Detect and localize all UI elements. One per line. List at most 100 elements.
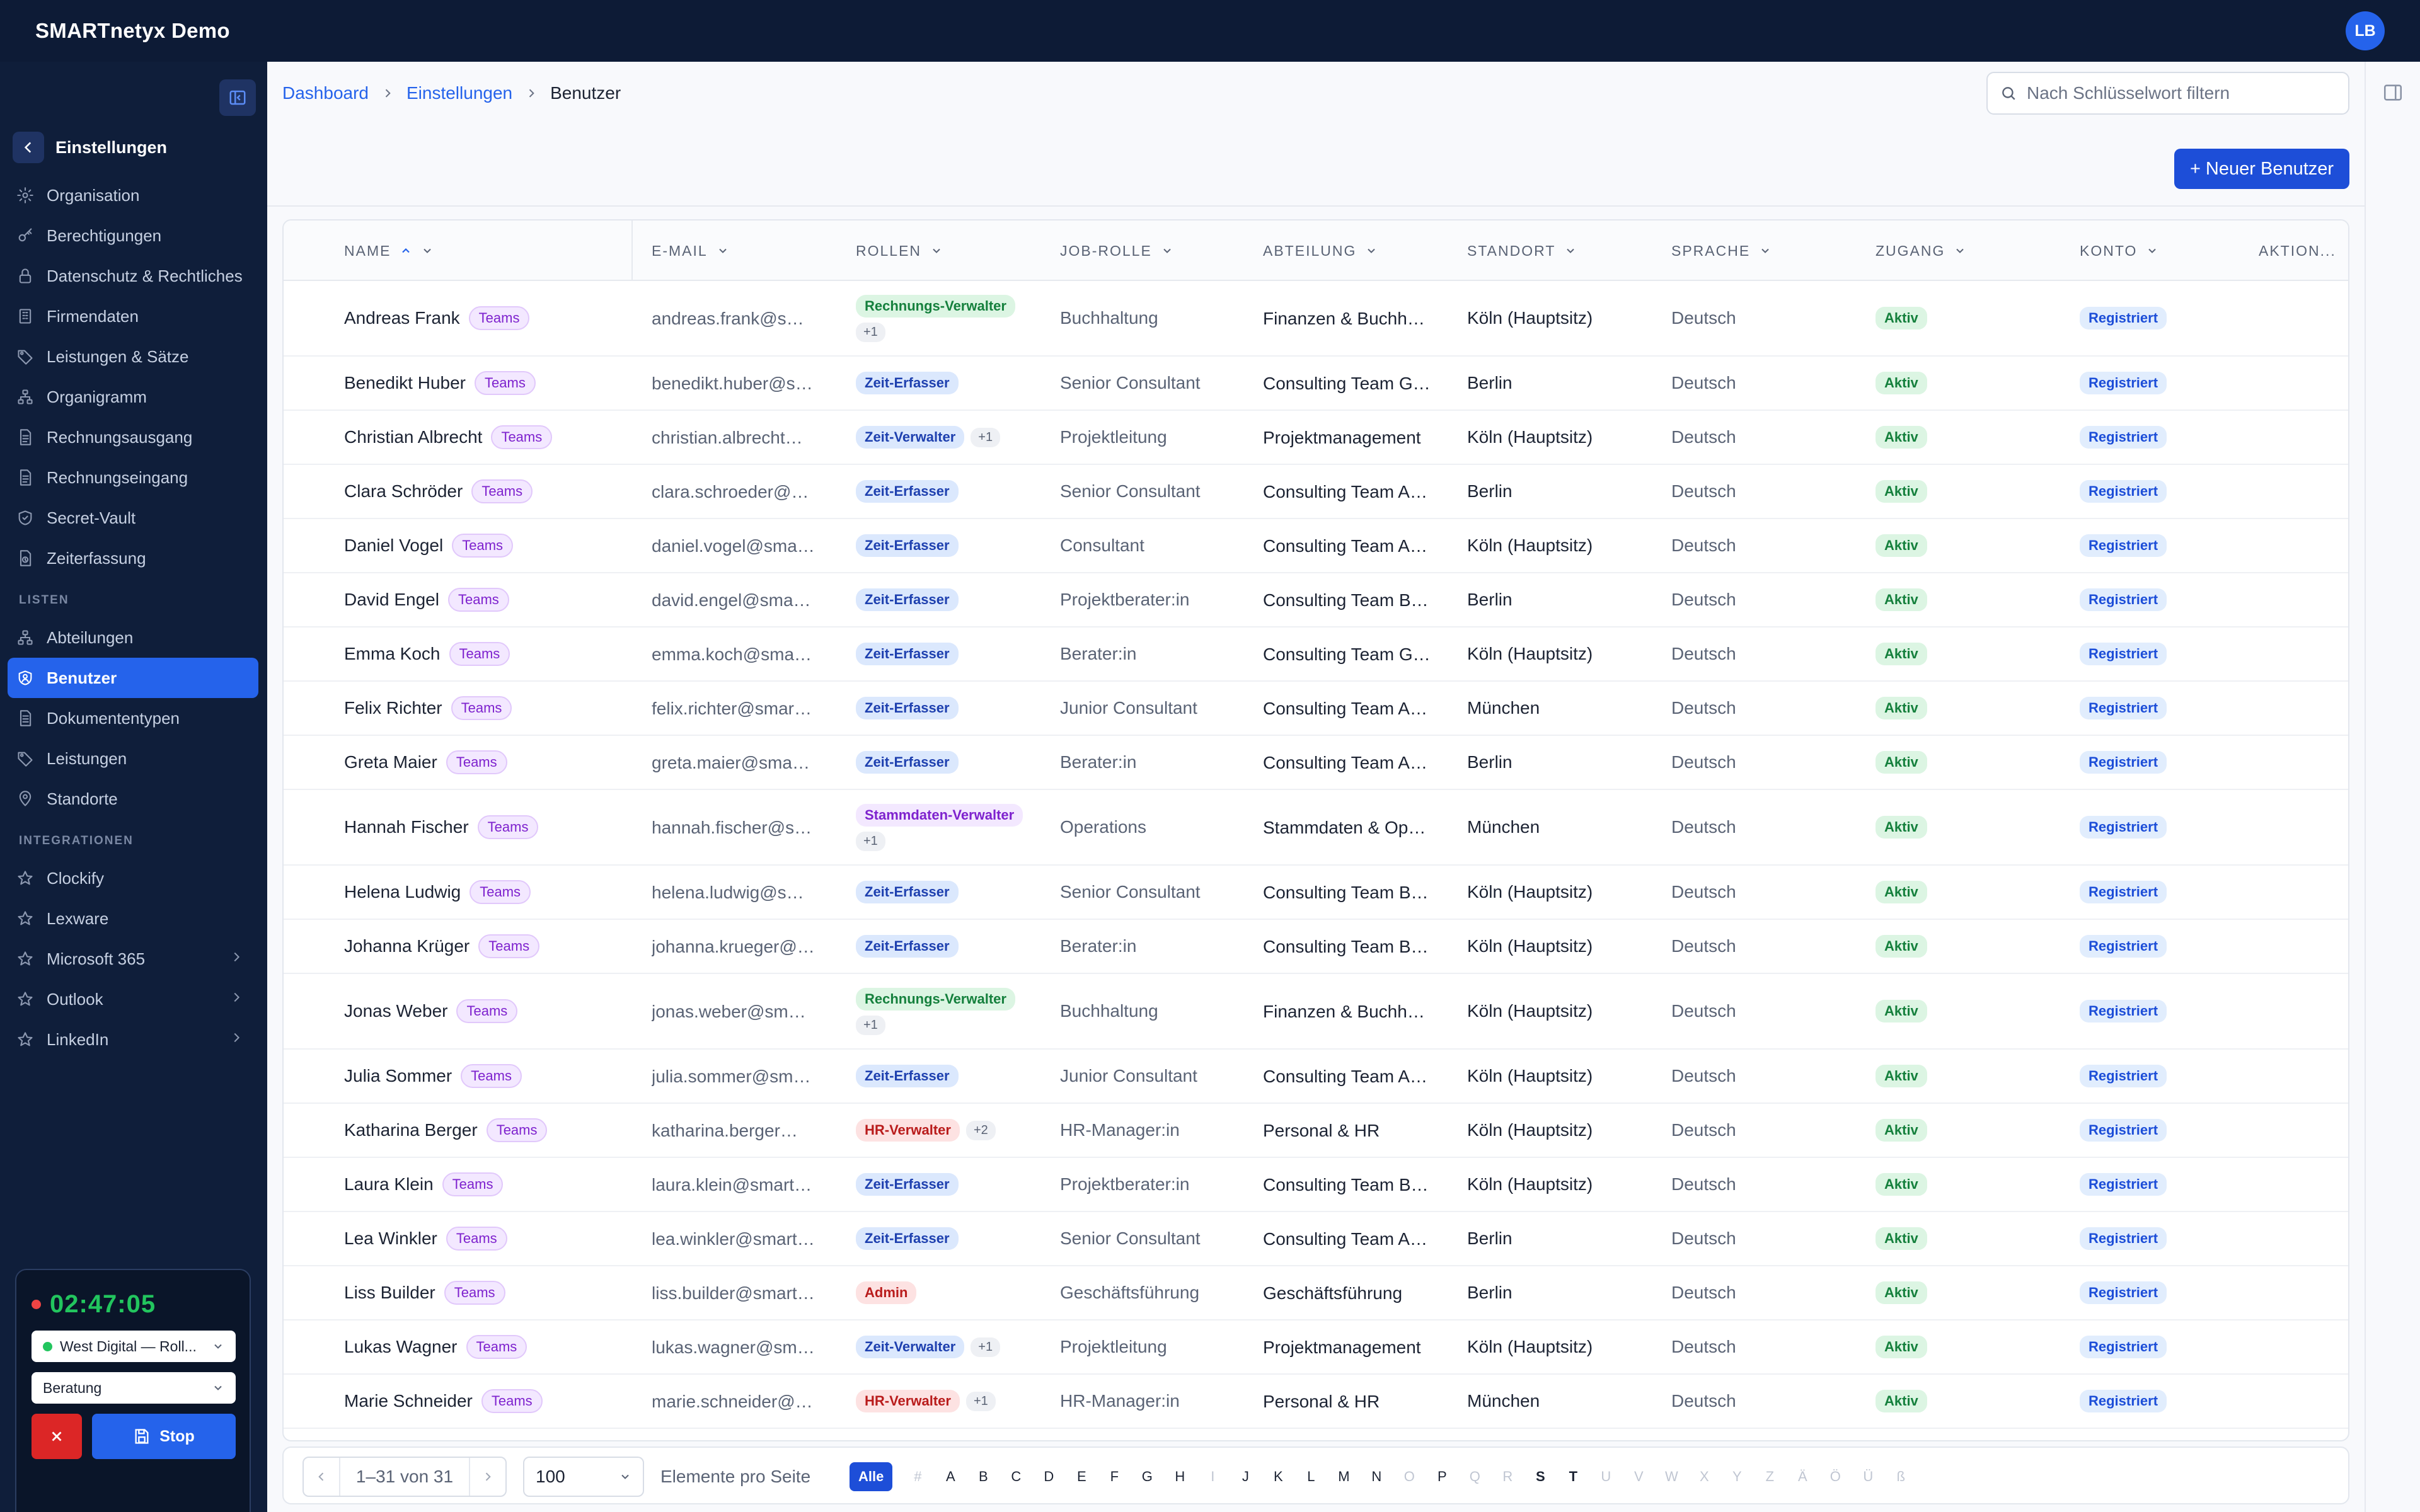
project-select[interactable]: West Digital — Roll...	[32, 1331, 236, 1362]
alphabet-letter[interactable]: T	[1569, 1469, 1578, 1484]
sidebar-item-datenschutz-rechtliches[interactable]: Datenschutz & Rechtliches	[8, 256, 258, 296]
alphabet-letter[interactable]: H	[1175, 1469, 1185, 1484]
more-roles-badge[interactable]: +1	[856, 322, 885, 342]
column-header-job-rolle[interactable]: JOB-ROLLE	[1060, 220, 1173, 281]
cell-location: Köln (Hauptsitz)	[1467, 882, 1593, 902]
sidebar-item-standorte[interactable]: Standorte	[8, 779, 258, 819]
more-roles-badge[interactable]: +1	[856, 1015, 885, 1035]
table-row[interactable]: Katharina Berger Teams katharina.berger@sm…	[284, 1104, 2348, 1158]
page-size-select[interactable]: 100	[523, 1457, 644, 1497]
activity-select[interactable]: Beratung	[32, 1372, 236, 1404]
sidebar-item-berechtigungen[interactable]: Berechtigungen	[8, 215, 258, 256]
table-row[interactable]: Lea Winkler Teams lea.winkler@smartnetyx.d…	[284, 1212, 2348, 1266]
access-status-badge: Aktiv	[1876, 816, 1927, 839]
sidebar-item-label: Rechnungseingang	[47, 467, 188, 487]
next-page-button[interactable]	[470, 1458, 505, 1496]
alphabet-letter[interactable]: G	[1141, 1469, 1153, 1484]
alphabet-all-button[interactable]: Alle	[850, 1462, 893, 1491]
column-header-name[interactable]: NAME	[344, 220, 434, 281]
table-row[interactable]: Jonas Weber Teams jonas.weber@smartnetyx.d…	[284, 974, 2348, 1050]
alphabet-letter[interactable]: M	[1338, 1469, 1350, 1484]
sidebar-item-linkedin[interactable]: LinkedIn	[8, 1019, 258, 1060]
cell-department: Personal & HR	[1263, 1121, 1380, 1140]
alphabet-letter[interactable]: N	[1371, 1469, 1382, 1484]
column-header-e-mail[interactable]: E-MAIL	[652, 220, 729, 281]
back-button[interactable]	[13, 132, 44, 163]
right-panel-toggle-icon[interactable]	[2382, 82, 2404, 103]
sidebar-item-organisation[interactable]: Organisation	[8, 175, 258, 215]
sidebar-item-lexware[interactable]: Lexware	[8, 898, 258, 939]
cell-location: Köln (Hauptsitz)	[1467, 308, 1593, 328]
prev-page-button[interactable]	[304, 1458, 339, 1496]
more-roles-badge[interactable]: +1	[856, 831, 885, 851]
sidebar-item-dokumententypen[interactable]: Dokumententypen	[8, 698, 258, 738]
sidebar-item-clockify[interactable]: Clockify	[8, 858, 258, 898]
table-row[interactable]: Daniel Vogel Teams daniel.vogel@smartnetyx…	[284, 519, 2348, 573]
table-row[interactable]: Felix Richter Teams felix.richter@smartnet…	[284, 682, 2348, 736]
alphabet-letter[interactable]: S	[1536, 1469, 1545, 1484]
alphabet-letter[interactable]: J	[1242, 1469, 1249, 1484]
table-row[interactable]: Laura Klein Teams laura.klein@smartnetyx.d…	[284, 1158, 2348, 1212]
sidebar-item-leistungen-satze[interactable]: Leistungen & Sätze	[8, 336, 258, 377]
chevron-down-icon	[2148, 248, 2157, 253]
more-roles-badge[interactable]: +1	[971, 1337, 1001, 1357]
discard-timer-button[interactable]	[32, 1414, 82, 1459]
search-input[interactable]: Nach Schlüsselwort filtern	[1986, 72, 2349, 115]
table-row[interactable]: Andreas Frank Teams andreas.frank@smartnet…	[284, 281, 2348, 357]
alphabet-letter[interactable]: E	[1077, 1469, 1086, 1484]
more-roles-badge[interactable]: +1	[971, 427, 1001, 447]
alphabet-letter[interactable]: A	[946, 1469, 955, 1484]
table-row[interactable]: Lukas Wagner Teams lukas.wagner@smartnetyx…	[284, 1320, 2348, 1375]
alphabet-letter[interactable]: P	[1438, 1469, 1447, 1484]
sidebar-item-organigramm[interactable]: Organigramm	[8, 377, 258, 417]
breadcrumb-einstellungen[interactable]: Einstellungen	[406, 83, 513, 103]
chevron-down-icon	[214, 1385, 222, 1390]
sidebar-collapse-button[interactable]	[219, 79, 256, 116]
alphabet-letter[interactable]: C	[1011, 1469, 1022, 1484]
table-row[interactable]: Marie Schneider Teams marie.schneider@smar…	[284, 1375, 2348, 1429]
sidebar-item-firmendaten[interactable]: Firmendaten	[8, 296, 258, 336]
sidebar-item-zeiterfassung[interactable]: Zeiterfassung	[8, 538, 258, 578]
alphabet-letter[interactable]: K	[1274, 1469, 1283, 1484]
user-avatar[interactable]: LB	[2346, 11, 2385, 50]
table-row[interactable]: Emma Koch Teams emma.koch@smartnetyx.de Zei…	[284, 627, 2348, 682]
table-row[interactable]: Clara Schröder Teams clara.schroeder@smart…	[284, 465, 2348, 519]
table-row[interactable]: Johanna Krüger Teams johanna.krueger@smart…	[284, 920, 2348, 974]
alphabet-letter[interactable]: B	[979, 1469, 988, 1484]
sidebar-item-rechnungseingang[interactable]: Rechnungseingang	[8, 457, 258, 498]
sidebar-item-microsoft-365[interactable]: Microsoft 365	[8, 939, 258, 979]
column-header-konto[interactable]: KONTO	[2080, 220, 2158, 281]
new-user-button[interactable]: + Neuer Benutzer	[2174, 149, 2349, 189]
more-roles-badge[interactable]: +2	[965, 1120, 996, 1140]
column-header-standort[interactable]: STANDORT	[1467, 220, 1577, 281]
breadcrumb-dashboard[interactable]: Dashboard	[282, 83, 369, 103]
column-header-rollen[interactable]: ROLLEN	[856, 220, 943, 281]
cell-department: Consulting Team Alpha	[1263, 482, 1431, 501]
sidebar-item-abteilungen[interactable]: Abteilungen	[8, 617, 258, 658]
sidebar-item-leistungen[interactable]: Leistungen	[8, 738, 258, 779]
column-header-abteilung[interactable]: ABTEILUNG	[1263, 220, 1378, 281]
more-roles-badge[interactable]: +1	[965, 1391, 996, 1411]
sidebar-item-rechnungsausgang[interactable]: Rechnungsausgang	[8, 417, 258, 457]
alphabet-letter[interactable]: L	[1307, 1469, 1315, 1484]
table-row[interactable]: Liss Builder Teams liss.builder@smartnetyx…	[284, 1266, 2348, 1320]
table-row[interactable]: Benedikt Huber Teams benedikt.huber@smartn…	[284, 357, 2348, 411]
table-row[interactable]: Greta Maier Teams greta.maier@smartnetyx.d…	[284, 736, 2348, 790]
sidebar-item-secret-vault[interactable]: Secret-Vault	[8, 498, 258, 538]
table-row[interactable]: Julia Sommer Teams julia.sommer@smartnetyx…	[284, 1050, 2348, 1104]
table-row[interactable]: Helena Ludwig Teams helena.ludwig@smartnet…	[284, 866, 2348, 920]
column-header-zugang[interactable]: ZUGANG	[1876, 220, 1966, 281]
alphabet-letter[interactable]: D	[1044, 1469, 1054, 1484]
column-header-sprache[interactable]: SPRACHE	[1671, 220, 1772, 281]
table-row[interactable]: David Engel Teams david.engel@smartnetyx.d…	[284, 573, 2348, 627]
column-header-aktion[interactable]: AKTION...	[2259, 220, 2336, 281]
sidebar-item-benutzer[interactable]: Benutzer	[8, 658, 258, 698]
stop-timer-button[interactable]: Stop	[92, 1414, 236, 1459]
table-row[interactable]: Christian Albrecht Teams christian.albrech…	[284, 411, 2348, 465]
cell-roles: Rechnungs-Verwalter +1	[856, 281, 1026, 355]
alphabet-letter[interactable]: F	[1110, 1469, 1119, 1484]
cell-email: katharina.berger@smartnetyx.de	[652, 1121, 815, 1140]
table-row[interactable]: Hannah Fischer Teams hannah.fischer@smartn…	[284, 790, 2348, 866]
sidebar-item-outlook[interactable]: Outlook	[8, 979, 258, 1019]
cell-name: Julia Sommer Teams	[344, 1050, 522, 1102]
